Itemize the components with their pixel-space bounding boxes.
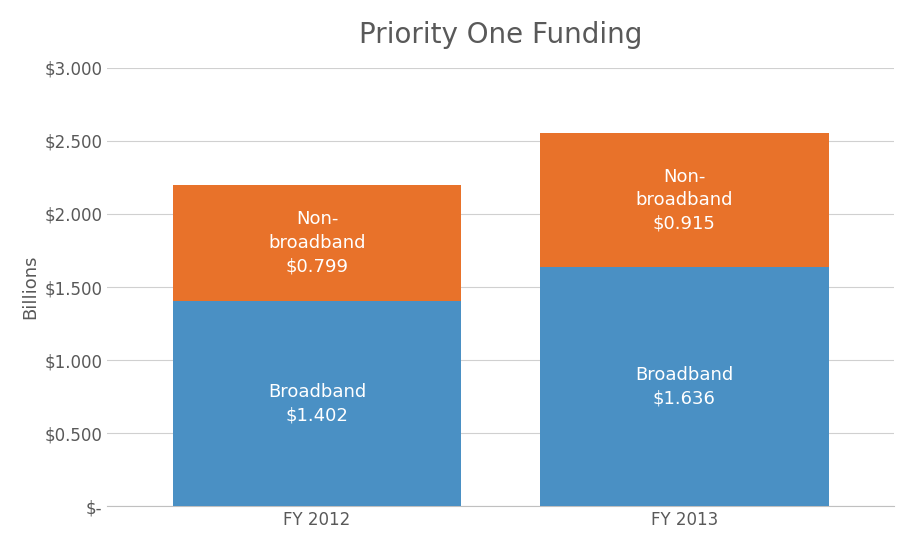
Bar [173, 185, 461, 301]
Text: Broadband
$1.402: Broadband $1.402 [268, 383, 366, 425]
Text: Non-
broadband
$0.799: Non- broadband $0.799 [268, 211, 366, 276]
Title: Priority One Funding: Priority One Funding [359, 21, 642, 49]
Bar [173, 301, 461, 507]
Bar [540, 267, 829, 507]
Y-axis label: Billions: Billions [21, 255, 38, 320]
Text: Non-
broadband
$0.915: Non- broadband $0.915 [636, 168, 733, 233]
Text: Broadband
$1.636: Broadband $1.636 [635, 366, 734, 408]
Bar [540, 134, 829, 267]
